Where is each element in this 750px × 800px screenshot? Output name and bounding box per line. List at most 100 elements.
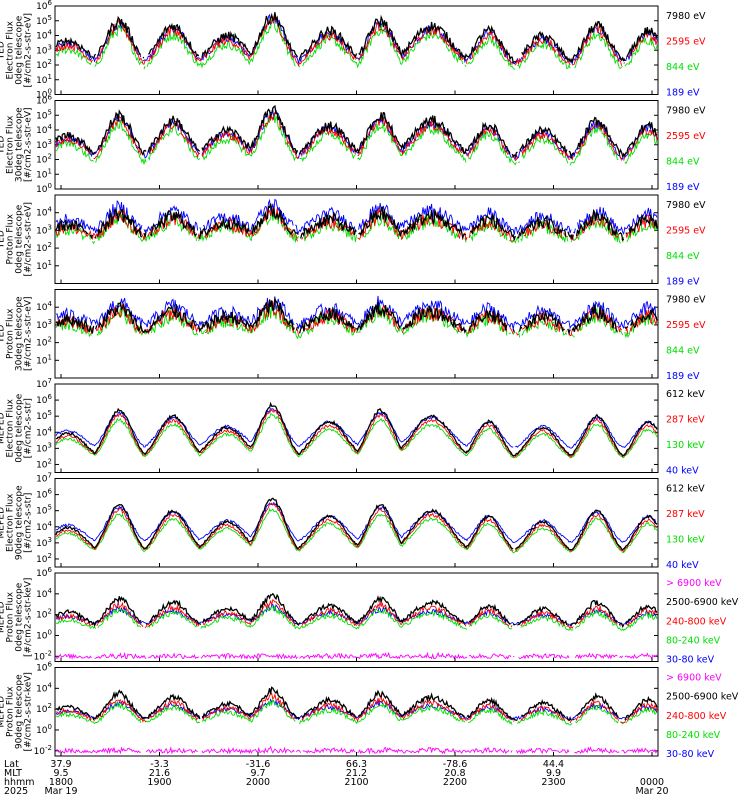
legend-entry: 2595 eV [666, 226, 706, 237]
tick-base: 10 [36, 539, 48, 549]
tick-exponent: 2 [48, 457, 52, 465]
y-tick-label: 106 [36, 566, 52, 579]
tick-base: 10 [34, 747, 46, 757]
footer-row-label: Lat [4, 759, 19, 770]
tick-exponent: 0 [48, 628, 52, 636]
tick-base: 10 [36, 17, 48, 27]
panel-ylabel: TEDProton Flux0deg telescope[#/cm2-s-str… [0, 202, 34, 277]
tick-base: 10 [34, 652, 46, 662]
panel-frame [54, 5, 659, 95]
ylabel-line: Proton Flux [6, 686, 16, 737]
tick-exponent: 5 [48, 14, 52, 22]
ylabel-line: Electron Flux [6, 115, 16, 174]
tick-base: 10 [36, 46, 48, 56]
tick-exponent: 4 [48, 29, 53, 37]
tick-exponent: 2 [48, 608, 52, 616]
tick-base: 10 [36, 726, 48, 736]
series-trace [55, 502, 658, 553]
footer-row-label: MLT [4, 768, 22, 779]
tick-base: 10 [36, 356, 48, 366]
tick-exponent: 3 [48, 138, 52, 146]
y-tick-label: 100 [36, 182, 52, 195]
y-tick-label: 102 [36, 457, 52, 470]
panel-ylabel: TEDProton Flux30deg telescope[#/cm2-s-st… [0, 296, 34, 371]
y-tick-label: 103 [36, 536, 52, 549]
tick-base: 10 [36, 444, 48, 454]
panel-ylabel: MEPEDElectron Flux0deg telescope[#/cm2-s… [0, 393, 34, 463]
ylabel-line: [#/cm2-s-str-eV] [24, 202, 34, 277]
tick-base: 10 [36, 321, 48, 331]
y-tick-label: 104 [36, 300, 52, 313]
tick-exponent: 4 [48, 300, 53, 308]
legend-entry: 189 eV [666, 182, 700, 193]
footer-value-hhmm: 2200 [443, 777, 467, 788]
tick-base: 10 [36, 111, 48, 121]
legend-entry: 189 eV [666, 88, 700, 99]
ylabel-line: Proton Flux [6, 213, 16, 264]
ylabel-line: 90deg telescope [15, 674, 25, 749]
y-tick-label: 106 [36, 488, 52, 501]
series-trace [55, 114, 658, 166]
legend-entry: 7980 eV [666, 295, 706, 306]
tick-exponent: 6 [48, 393, 53, 401]
tick-base: 10 [36, 684, 48, 694]
tick-exponent: 6 [48, 566, 53, 574]
tick-base: 10 [36, 428, 48, 438]
panel-ylabel: TEDElectron Flux0deg telescope[#/cm2-s-s… [0, 13, 34, 88]
y-tick-label: 105 [36, 14, 52, 27]
legend-entry: 844 eV [666, 251, 700, 262]
tick-base: 10 [36, 491, 48, 501]
panel-frame [54, 100, 659, 190]
tick-exponent: 6 [48, 488, 53, 496]
series-trace [55, 409, 658, 459]
y-tick-label: 105 [36, 108, 52, 121]
tick-exponent: 6 [48, 0, 53, 7]
series-trace [55, 295, 658, 330]
ylabel-line: [#/cm2-s-str-keV] [24, 672, 34, 751]
series-trace [55, 198, 658, 236]
ylabel-line: [#/cm2-s-str] [24, 398, 34, 458]
tick-exponent: 3 [48, 43, 52, 51]
ylabel-line: Electron Flux [6, 20, 16, 79]
legend-entry: > 6900 keV [666, 578, 722, 589]
ylabel-line: [#/cm2-s-str-eV] [24, 107, 34, 182]
y-tick-label: 10-2 [34, 744, 52, 757]
tick-base: 10 [36, 209, 48, 219]
tick-base: 10 [36, 507, 48, 517]
footer-value-date: Mar 20 [635, 786, 668, 797]
tick-exponent: 3 [48, 536, 52, 544]
tick-exponent: -2 [45, 649, 52, 657]
series-trace [55, 203, 658, 242]
y-tick-label: 106 [36, 0, 52, 12]
tick-exponent: 5 [48, 504, 52, 512]
y-tick-label: 100 [36, 88, 52, 101]
y-tick-label: 105 [36, 409, 52, 422]
series-trace [55, 507, 658, 554]
tick-exponent: 2 [48, 153, 52, 161]
panel-ylabel: TEDElectron Flux30deg telescope[#/cm2-s-… [0, 107, 34, 182]
ylabel-line: 0deg telescope [15, 582, 25, 652]
tick-exponent: 5 [48, 409, 52, 417]
y-tick-label: 103 [36, 441, 52, 454]
y-tick-label: 103 [36, 318, 52, 331]
y-tick-label: 102 [36, 153, 52, 166]
tick-exponent: 7 [48, 377, 52, 385]
ylabel-line: Electron Flux [6, 398, 16, 457]
tick-base: 10 [36, 91, 48, 101]
y-tick-label: 104 [36, 206, 52, 219]
legend-entry: 287 keV [666, 415, 705, 426]
panel-frame [54, 572, 659, 662]
series-trace [55, 698, 658, 726]
tick-base: 10 [36, 2, 48, 12]
footer-value-lat: 37.9 [50, 759, 71, 770]
ylabel-line: MEPED [0, 696, 7, 728]
y-tick-label: 102 [36, 58, 52, 71]
y-tick-label: 103 [36, 43, 52, 56]
tick-exponent: 1 [48, 259, 52, 267]
ylabel-line: TED [0, 41, 7, 60]
tick-base: 10 [36, 32, 48, 42]
